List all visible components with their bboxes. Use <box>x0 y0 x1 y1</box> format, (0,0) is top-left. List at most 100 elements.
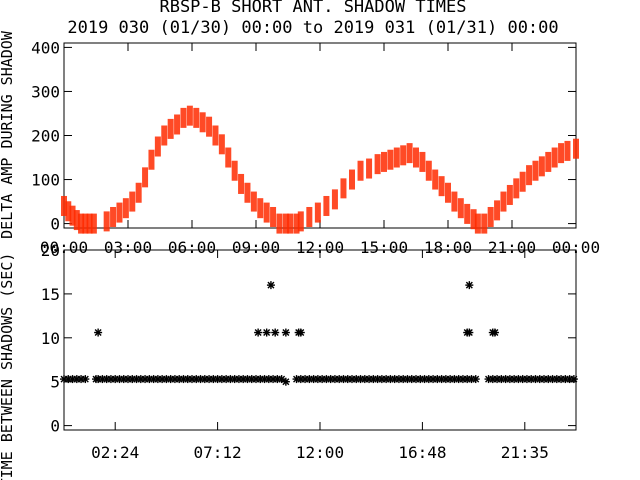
top-data-point <box>78 213 85 234</box>
top-data-point <box>374 154 381 175</box>
top-data-point <box>287 213 294 234</box>
top-data-point <box>464 203 471 224</box>
top-data-point <box>400 145 407 166</box>
top-data-point <box>263 202 270 223</box>
bottom-data-point <box>94 328 103 337</box>
top-data-point <box>419 151 426 172</box>
top-data-point <box>438 176 445 197</box>
bottom-data-point <box>271 328 280 337</box>
top-data-point <box>212 125 219 146</box>
top-data-point <box>65 201 72 222</box>
bottom-data-point <box>471 375 480 384</box>
top-y-tick-label: 400 <box>31 38 60 57</box>
top-data-point <box>244 182 251 203</box>
bottom-y-tick-label: 20 <box>41 241 60 260</box>
top-data-point <box>425 160 432 181</box>
top-x-tick-label: 21:00 <box>488 238 536 257</box>
bottom-x-axis: 02:24 07:12 12:00 16:48 21:35 <box>91 250 549 462</box>
top-data-point <box>366 158 373 179</box>
bottom-data-point <box>465 328 474 337</box>
top-data-point <box>218 134 225 155</box>
bottom-y-tick-label: 10 <box>41 329 60 348</box>
top-data-point <box>293 213 300 234</box>
top-data-point <box>110 206 117 227</box>
top-data-point <box>297 211 304 232</box>
top-data-point <box>451 191 458 212</box>
bottom-x-tick-label: 12:00 <box>296 443 344 462</box>
top-data-point <box>494 200 501 221</box>
top-data-point <box>500 191 507 212</box>
top-data-point <box>135 182 142 203</box>
top-data-point <box>487 206 494 227</box>
top-data-point <box>282 213 289 234</box>
top-x-tick-label: 00:00 <box>40 238 88 257</box>
bottom-data-point <box>281 328 290 337</box>
top-x-tick-label: 12:00 <box>296 238 344 257</box>
top-y-tick-label: 0 <box>50 215 60 234</box>
top-data-point <box>406 143 413 164</box>
top-x-tick-label: 03:00 <box>104 238 152 257</box>
bottom-data-point <box>262 328 271 337</box>
top-data-point <box>86 213 93 234</box>
top-data-point <box>357 160 364 181</box>
bottom-data-point <box>465 281 474 290</box>
top-data-point <box>250 191 257 212</box>
top-data-point <box>519 171 526 192</box>
top-y-axis-label: DELTA AMP DURING SHADOW <box>0 30 16 239</box>
top-data-point <box>186 105 193 126</box>
bottom-series <box>60 281 578 386</box>
bottom-x-tick-label: 21:35 <box>501 443 549 462</box>
top-y-tick-label: 300 <box>31 82 60 101</box>
bottom-y-tick-label: 15 <box>41 285 60 304</box>
top-data-point <box>276 213 283 234</box>
top-data-point <box>532 160 539 181</box>
top-data-point <box>506 184 513 205</box>
top-y-tick-label: 100 <box>31 171 60 190</box>
top-data-point <box>513 178 520 199</box>
top-data-point <box>470 209 477 230</box>
top-data-point <box>206 116 213 137</box>
top-data-point <box>199 112 206 133</box>
top-data-point <box>129 191 136 212</box>
top-data-point <box>69 205 76 226</box>
top-data-point <box>538 156 545 177</box>
bottom-x-tick-label: 07:12 <box>194 443 242 462</box>
top-series <box>61 105 579 234</box>
top-x-tick-label: 00:00 <box>552 238 600 257</box>
top-x-tick-label: 06:00 <box>168 238 216 257</box>
top-data-point <box>474 213 481 234</box>
top-panel: 0 100 200 300 400 00:00 03:00 06:00 09:00 12:00 1… <box>0 30 600 257</box>
bottom-y-axis: 0 5 10 15 20 <box>41 241 576 436</box>
bottom-data-point <box>490 328 499 337</box>
top-x-tick-label: 18:00 <box>424 238 472 257</box>
top-data-point <box>73 210 80 231</box>
top-data-point <box>306 206 313 227</box>
top-x-tick-label: 09:00 <box>232 238 280 257</box>
top-x-axis: 00:00 03:00 06:00 09:00 12:00 15:00 18:00 21:00… <box>40 43 600 257</box>
bottom-y-tick-label: 5 <box>50 373 60 392</box>
top-data-point <box>161 125 168 146</box>
top-data-point <box>90 213 97 234</box>
top-data-point <box>116 202 123 223</box>
top-data-point <box>526 165 533 186</box>
top-data-point <box>381 151 387 172</box>
top-data-point <box>180 107 187 128</box>
bottom-y-tick-label: 0 <box>50 417 60 436</box>
top-data-point <box>432 169 439 190</box>
top-y-axis: 0 100 200 300 400 <box>31 38 576 234</box>
top-x-tick-label: 15:00 <box>360 238 408 257</box>
bottom-panel: 0 5 10 15 20 02:24 07:12 12:00 16:48 21:35 TIME … <box>0 241 578 480</box>
bottom-y-axis-label: TIME BETWEEN SHADOWS (SEC) <box>0 253 16 480</box>
top-data-point <box>270 206 277 227</box>
top-data-point <box>558 143 565 164</box>
bottom-data-point <box>254 328 263 337</box>
top-data-point <box>393 147 400 168</box>
top-data-point <box>103 211 110 232</box>
top-data-point <box>225 147 232 168</box>
top-data-point <box>193 107 200 128</box>
top-data-point <box>174 114 181 135</box>
top-data-point <box>61 195 67 216</box>
top-y-tick-label: 200 <box>31 127 60 146</box>
bottom-data-point <box>569 375 578 384</box>
